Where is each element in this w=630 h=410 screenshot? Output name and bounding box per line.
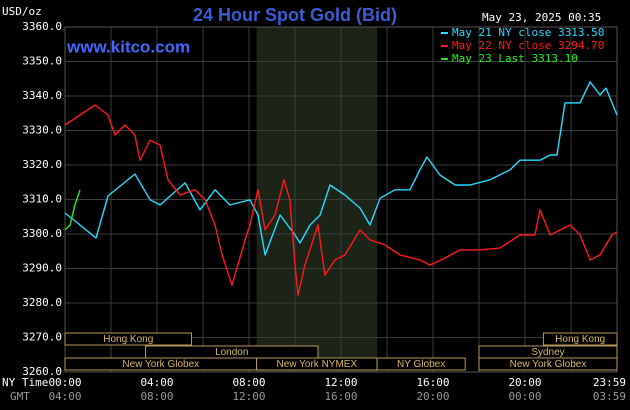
site-label: www.kitco.com — [66, 37, 190, 56]
legend-label: May 22 NY close 3294.70 — [452, 39, 604, 52]
x2-tick-label: 16:00 — [324, 390, 357, 403]
session-label: Sydney — [531, 347, 564, 358]
timestamp: May 23, 2025 00:35 — [482, 11, 601, 24]
y-tick-label: 3300.0 — [22, 227, 62, 240]
session-label: New York Globex — [510, 359, 587, 370]
x-tick-label: 16:00 — [416, 376, 449, 389]
y-tick-label: 3320.0 — [22, 158, 62, 171]
y-tick-label: 3260.0 — [22, 365, 62, 378]
x2-axis-label: GMT — [10, 390, 30, 403]
session-label: New York Globex — [122, 359, 199, 370]
x2-tick-label: 00:00 — [508, 390, 541, 403]
session-label: Hong Kong — [555, 334, 605, 345]
y-tick-label: 3310.0 — [22, 193, 62, 206]
y-tick-label: 3290.0 — [22, 262, 62, 275]
session-bar — [64, 332, 192, 346]
x-tick-label: 04:00 — [140, 376, 173, 389]
y-tick-label: 3340.0 — [22, 89, 62, 102]
y-axis-label: USD/oz — [2, 5, 42, 18]
y-tick-label: 3350.0 — [22, 55, 62, 68]
y-tick-label: 3280.0 — [22, 296, 62, 309]
x2-tick-label: 03:59 — [593, 390, 626, 403]
x2-tick-label: 12:00 — [232, 390, 265, 403]
legend-label: May 23 Last 3313.10 — [452, 52, 578, 65]
x-tick-label: 08:00 — [232, 376, 265, 389]
x2-tick-label: 20:00 — [416, 390, 449, 403]
price-line — [64, 104, 618, 296]
x-tick-label: 12:00 — [324, 376, 357, 389]
x-tick-label: 00:00 — [48, 376, 81, 389]
y-tick-label: 3360.0 — [22, 20, 62, 33]
legend-label: May 21 NY close 3313.50 — [452, 26, 604, 39]
session-label: New York NYMEX — [277, 359, 358, 370]
session-label: Hong Kong — [103, 334, 153, 345]
price-line — [64, 189, 81, 231]
y-tick-label: 3330.0 — [22, 124, 62, 137]
chart-title: 24 Hour Spot Gold (Bid) — [193, 5, 397, 25]
plot-border — [64, 26, 618, 373]
session-bar — [376, 357, 466, 371]
session-label: London — [215, 347, 248, 358]
x2-tick-label: 08:00 — [140, 390, 173, 403]
session-label: NY Globex — [397, 359, 445, 370]
y-tick-label: 3270.0 — [22, 331, 62, 344]
price-line — [64, 81, 618, 256]
session-bar — [542, 332, 618, 346]
session-bar — [478, 357, 618, 371]
x-tick-label: 20:00 — [508, 376, 541, 389]
x-axis-label: NY Time — [2, 376, 48, 389]
x2-tick-label: 04:00 — [48, 390, 81, 403]
x-tick-label: 23:59 — [593, 376, 626, 389]
